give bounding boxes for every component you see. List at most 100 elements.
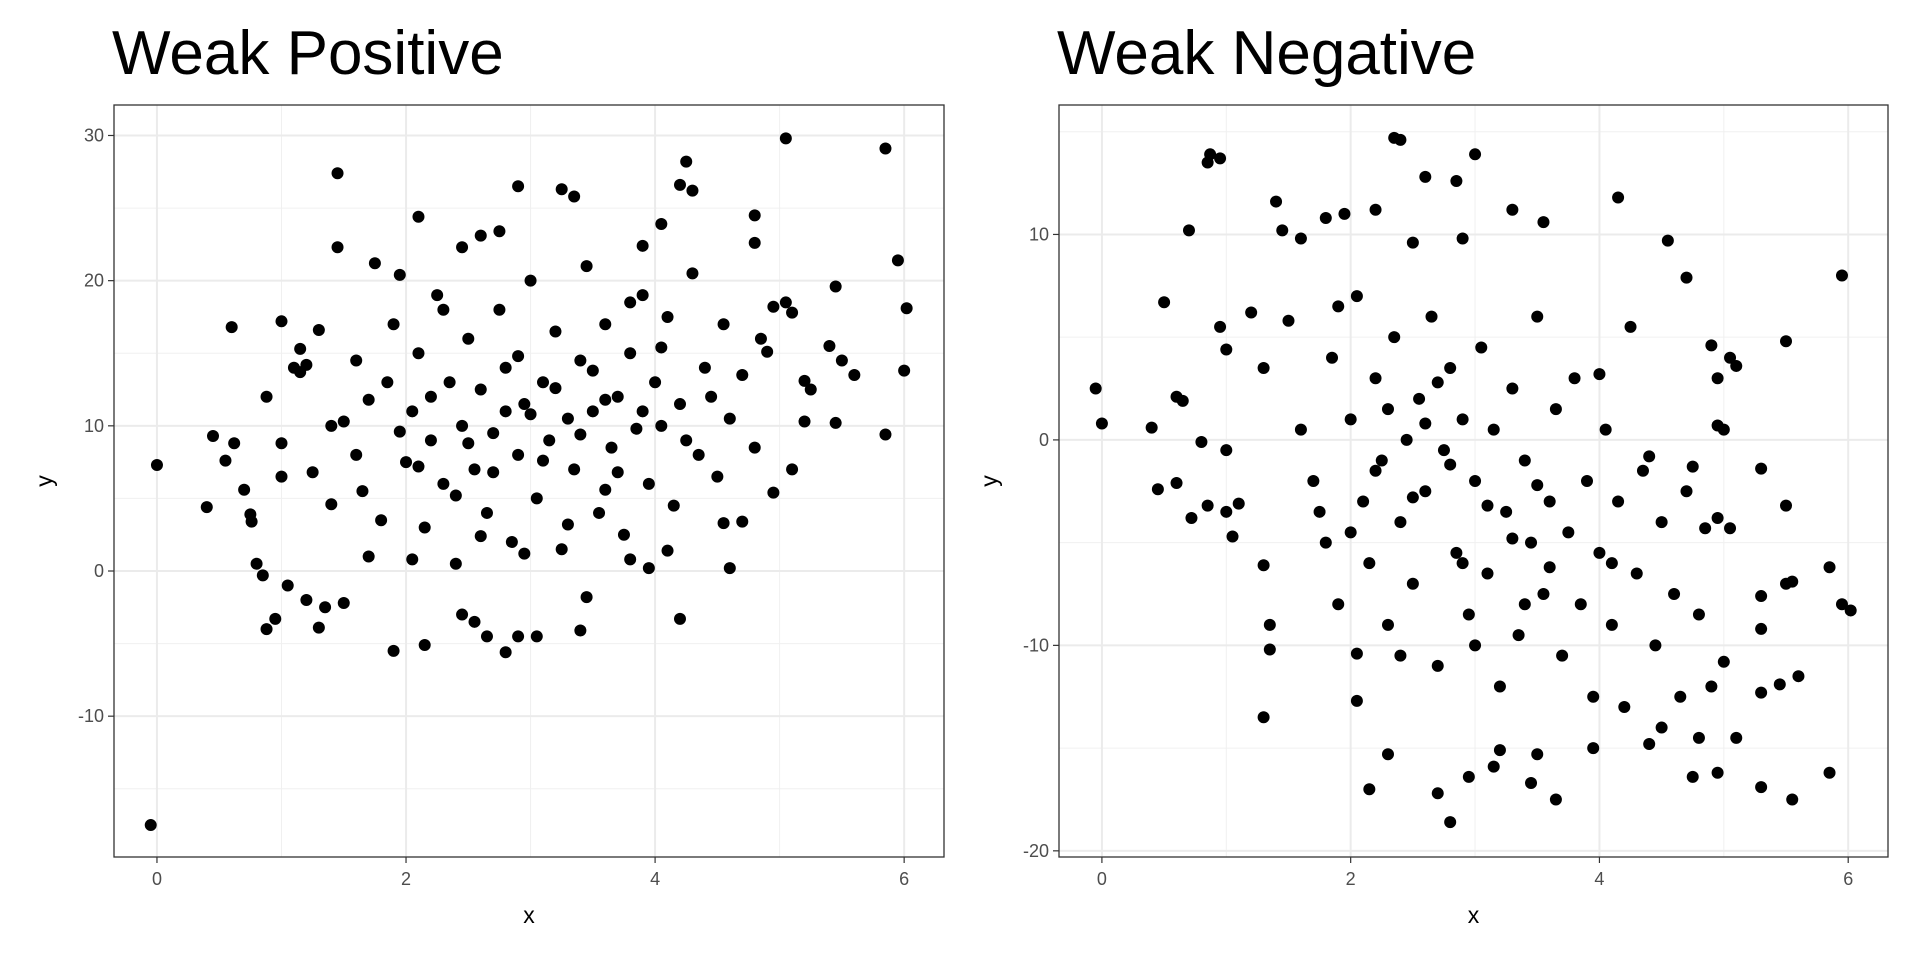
data-point <box>487 427 500 440</box>
data-point <box>1294 423 1307 436</box>
data-point <box>1692 608 1705 621</box>
data-point <box>537 376 550 389</box>
data-point <box>1680 485 1693 498</box>
data-point <box>748 441 761 454</box>
data-point <box>499 646 512 659</box>
data-point <box>611 390 624 403</box>
x-tick-label: 4 <box>1594 869 1604 889</box>
data-point <box>1655 721 1668 734</box>
data-point <box>1232 497 1245 510</box>
data-point <box>474 383 487 396</box>
data-point <box>1388 331 1401 344</box>
data-point <box>900 302 913 315</box>
x-axis-title: x <box>523 902 535 928</box>
data-point <box>698 361 711 374</box>
data-point <box>1506 382 1519 395</box>
data-point <box>599 318 612 331</box>
data-point <box>1525 536 1538 549</box>
data-point <box>1711 766 1724 779</box>
y-tick-label: -10 <box>78 706 104 726</box>
data-point <box>1431 787 1444 800</box>
data-point <box>1506 532 1519 545</box>
data-point <box>1444 361 1457 374</box>
data-point <box>1369 464 1382 477</box>
data-point <box>898 364 911 377</box>
data-point <box>1755 686 1768 699</box>
data-point <box>387 318 400 331</box>
data-point <box>586 405 599 418</box>
data-point <box>319 601 332 614</box>
data-point <box>1556 649 1569 662</box>
data-point <box>1755 781 1768 794</box>
data-point <box>661 544 674 557</box>
x-axis-title: x <box>1468 902 1480 928</box>
data-point <box>1549 793 1562 806</box>
data-point <box>1587 742 1600 755</box>
data-point <box>655 218 668 231</box>
data-point <box>574 624 587 637</box>
data-point <box>487 466 500 479</box>
data-point <box>1263 618 1276 631</box>
data-point <box>829 416 842 429</box>
data-point <box>1456 413 1469 426</box>
data-point <box>412 210 425 223</box>
data-point <box>1357 495 1370 508</box>
data-point <box>1257 559 1270 572</box>
data-point <box>1431 376 1444 389</box>
data-point <box>207 429 220 442</box>
data-point <box>1444 816 1457 829</box>
data-point <box>1369 372 1382 385</box>
data-point <box>1518 598 1531 611</box>
data-point <box>1643 450 1656 463</box>
data-point <box>823 339 836 352</box>
data-point <box>1419 170 1432 183</box>
data-point <box>1686 770 1699 783</box>
data-point <box>1823 766 1836 779</box>
data-point <box>1270 195 1283 208</box>
data-point <box>462 332 475 345</box>
data-point <box>144 819 157 832</box>
data-point <box>642 477 655 490</box>
data-point <box>624 296 637 309</box>
data-point <box>456 608 469 621</box>
data-point <box>655 341 668 354</box>
data-point <box>256 569 269 582</box>
data-point <box>1711 511 1724 524</box>
data-point <box>1344 526 1357 539</box>
data-point <box>530 630 543 643</box>
data-point <box>748 209 761 222</box>
data-point <box>1406 577 1419 590</box>
data-point <box>537 454 550 467</box>
data-point <box>1151 483 1164 496</box>
data-point <box>767 486 780 499</box>
data-point <box>1643 737 1656 750</box>
data-point <box>1406 491 1419 504</box>
data-point <box>555 543 568 556</box>
data-point <box>1195 435 1208 448</box>
data-point <box>1605 557 1618 570</box>
data-point <box>617 528 630 541</box>
data-point <box>786 306 799 319</box>
data-point <box>1686 460 1699 473</box>
data-point <box>1245 306 1258 319</box>
data-point <box>1568 372 1581 385</box>
data-point <box>306 466 319 479</box>
data-point <box>356 485 369 498</box>
x-tick-label: 0 <box>152 869 162 889</box>
data-point <box>1425 310 1438 323</box>
data-point <box>879 142 892 155</box>
data-point <box>1593 368 1606 381</box>
data-point <box>736 515 749 528</box>
data-point <box>568 463 581 476</box>
y-axis-title: y <box>31 475 57 487</box>
data-point <box>1792 670 1805 683</box>
data-point <box>1661 234 1674 247</box>
data-point <box>1469 475 1482 487</box>
x-tick-label: 2 <box>401 869 411 889</box>
data-point <box>1724 351 1737 364</box>
data-point <box>418 521 431 534</box>
data-point <box>1226 530 1239 543</box>
data-point <box>524 274 537 287</box>
data-point <box>630 422 643 435</box>
data-point <box>294 342 307 355</box>
